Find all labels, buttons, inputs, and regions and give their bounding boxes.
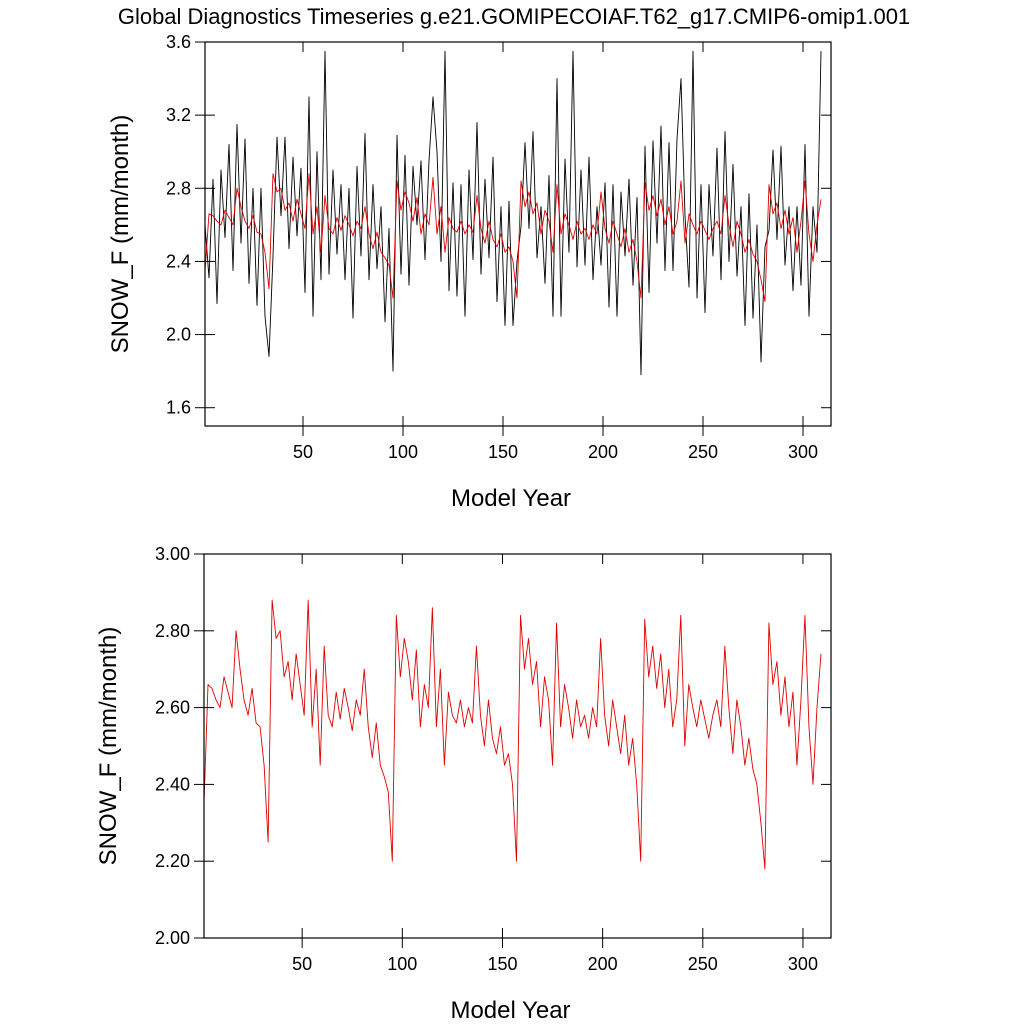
x-tick-label: 100: [387, 954, 417, 974]
x-axis-title: Model Year: [450, 997, 570, 1024]
y-tick-label: 3.2: [166, 105, 191, 125]
x-tick-label: 150: [487, 954, 517, 974]
data-line: [204, 173, 822, 303]
data-line: [203, 599, 822, 870]
x-tick-label: 300: [788, 954, 818, 974]
y-tick-label: 2.20: [155, 851, 190, 871]
chart-title: Global Diagnostics Timeseries g.e21.GOMI…: [118, 4, 910, 29]
x-axis-title: Model Year: [451, 485, 571, 512]
y-axis-title: SNOW_F (mm/month): [95, 627, 122, 866]
x-tick-label: 250: [688, 442, 718, 462]
y-tick-label: 1.6: [166, 398, 191, 418]
x-tick-label: 200: [588, 954, 618, 974]
data-line: [204, 50, 822, 376]
y-tick-label: 3.00: [155, 544, 190, 564]
y-tick-label: 2.0: [166, 325, 191, 345]
x-tick-label: 50: [292, 954, 312, 974]
y-tick-label: 2.40: [155, 774, 190, 794]
y-axis-title: SNOW_F (mm/month): [107, 115, 134, 354]
x-tick-label: 200: [588, 442, 618, 462]
y-tick-label: 2.60: [155, 698, 190, 718]
y-tick-label: 2.8: [166, 178, 191, 198]
x-tick-label: 100: [388, 442, 418, 462]
x-tick-label: 300: [788, 442, 818, 462]
plot-frame: [204, 41, 832, 427]
y-tick-label: 2.00: [155, 928, 190, 948]
y-tick-label: 3.6: [166, 32, 191, 52]
y-tick-label: 2.80: [155, 621, 190, 641]
plot-frame: [203, 553, 832, 939]
x-tick-label: 250: [688, 954, 718, 974]
x-tick-label: 50: [293, 442, 313, 462]
x-tick-label: 150: [488, 442, 518, 462]
y-tick-label: 2.4: [166, 251, 191, 271]
